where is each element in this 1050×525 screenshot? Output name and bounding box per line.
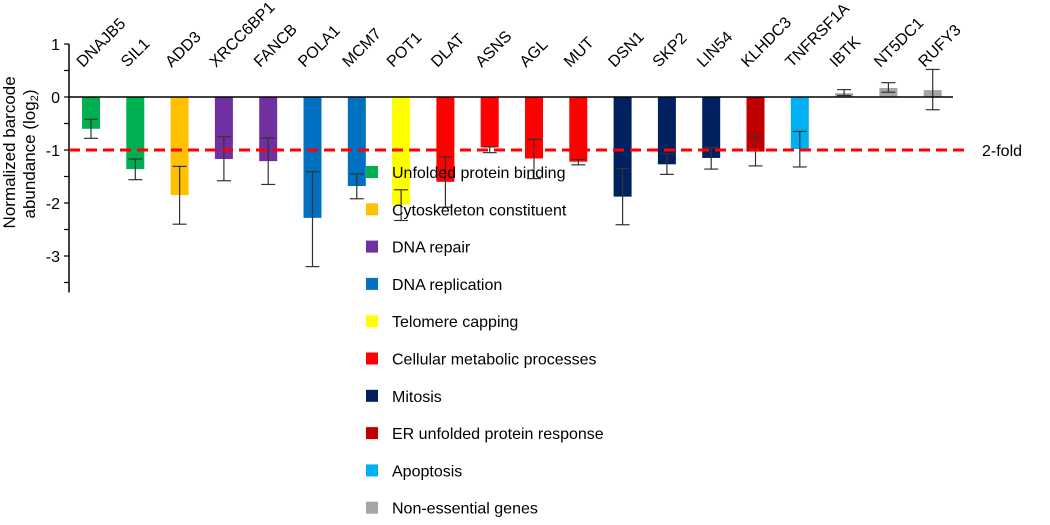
x-tick-label: LIN54 xyxy=(694,29,736,71)
bar-klhdc3 xyxy=(746,97,765,152)
legend-item: DNA replication xyxy=(366,277,502,294)
legend-swatch xyxy=(366,501,378,514)
x-tick-label: MUT xyxy=(561,34,598,71)
legend-item: Telomere capping xyxy=(366,314,518,331)
legend-label: Telomere capping xyxy=(392,314,518,331)
legend-label: Cytoskeleton constituent xyxy=(392,202,567,219)
x-tick-label: ASNS xyxy=(473,28,516,71)
error-bar xyxy=(438,156,453,208)
bar-pola1 xyxy=(303,97,322,218)
error-bar xyxy=(128,158,143,181)
y-tick-label: 0 xyxy=(51,90,60,107)
bar-dsn1 xyxy=(613,97,632,197)
x-tick-label: DSN1 xyxy=(605,29,647,71)
error-bar xyxy=(615,167,630,226)
legend-label: DNA replication xyxy=(392,277,502,294)
bar-asns xyxy=(480,97,499,148)
two-fold-label: 2-fold xyxy=(982,143,1022,160)
legend-label: Unfolded protein binding xyxy=(392,165,565,182)
legend-item: Non-essential genes xyxy=(366,501,538,518)
legend-item: DNA repair xyxy=(366,240,471,257)
legend-item: Mitosis xyxy=(366,389,442,406)
legend-label: Apoptosis xyxy=(392,463,462,480)
x-tick-label: SIL1 xyxy=(118,35,153,70)
x-tick-label: MCM7 xyxy=(340,25,385,70)
x-tick-label: ADD3 xyxy=(162,29,204,71)
legend-label: Cellular metabolic processes xyxy=(392,352,597,369)
error-bar xyxy=(571,158,586,166)
bar-dlat xyxy=(436,97,455,182)
x-tick-label: IBTK xyxy=(827,33,864,70)
error-bar xyxy=(925,68,940,111)
error-bar xyxy=(482,146,497,154)
x-tick-label: SKP2 xyxy=(650,30,691,71)
y-axis: 1 0 -1 -2 -3 xyxy=(46,37,70,293)
y-tick-label: -1 xyxy=(46,143,60,160)
x-tick-label: DLAT xyxy=(428,31,468,71)
legend-item: Apoptosis xyxy=(366,463,462,480)
legend-swatch xyxy=(366,464,378,477)
x-tick-label: AGL xyxy=(517,36,552,71)
legend-label: DNA repair xyxy=(392,240,471,257)
legend-item: Unfolded protein binding xyxy=(366,165,565,182)
legend-item: Cytoskeleton constituent xyxy=(366,202,567,219)
x-tick-label: POT1 xyxy=(384,29,426,71)
legend-swatch xyxy=(366,352,378,365)
bar-fancb xyxy=(259,97,278,162)
bar-skp2 xyxy=(657,97,676,165)
legend-item: ER unfolded protein response xyxy=(366,426,604,443)
error-bar xyxy=(837,88,852,97)
error-bar xyxy=(792,130,807,168)
error-bar xyxy=(84,118,98,139)
error-bar xyxy=(659,153,674,175)
error-bar xyxy=(527,138,541,180)
bar-mut xyxy=(569,97,588,162)
bar-agl xyxy=(525,97,543,159)
x-tick-label: POLA1 xyxy=(295,22,344,71)
bar-add3 xyxy=(170,97,189,196)
legend-swatch xyxy=(366,315,378,328)
bar-mcm7 xyxy=(347,97,366,187)
bar-dnajb5 xyxy=(82,97,100,129)
y-tick-label: 1 xyxy=(51,37,60,54)
error-bar xyxy=(704,146,719,170)
legend-label: Mitosis xyxy=(392,389,442,406)
error-bar xyxy=(261,137,276,186)
error-bar xyxy=(394,189,409,222)
legend-swatch xyxy=(366,203,378,216)
legend-item: Cellular metabolic processes xyxy=(366,352,597,369)
error-bar xyxy=(349,173,364,200)
bar-xrcc6bp1 xyxy=(214,97,233,160)
error-bar xyxy=(172,165,187,225)
y-axis-label: Normalized barcode abundance (log2) xyxy=(0,72,41,229)
legend: Unfolded protein binding Cytoskeleton con… xyxy=(366,165,604,518)
legend-swatch xyxy=(366,166,378,178)
legend-swatch xyxy=(366,389,378,402)
error-bar xyxy=(216,136,231,182)
bar-tnfrsf1a xyxy=(790,97,809,149)
y-tick-label: -2 xyxy=(46,196,60,213)
legend-swatch xyxy=(366,427,378,440)
bars xyxy=(82,68,942,268)
bar-lin54 xyxy=(702,97,721,158)
y-tick-label: -3 xyxy=(46,249,60,266)
legend-label: ER unfolded protein response xyxy=(392,426,604,443)
legend-swatch xyxy=(366,277,378,290)
error-bar xyxy=(305,171,320,268)
bar-sil1 xyxy=(126,97,145,170)
legend-swatch xyxy=(366,240,378,253)
error-bar xyxy=(881,82,896,93)
legend-label: Non-essential genes xyxy=(392,501,538,518)
